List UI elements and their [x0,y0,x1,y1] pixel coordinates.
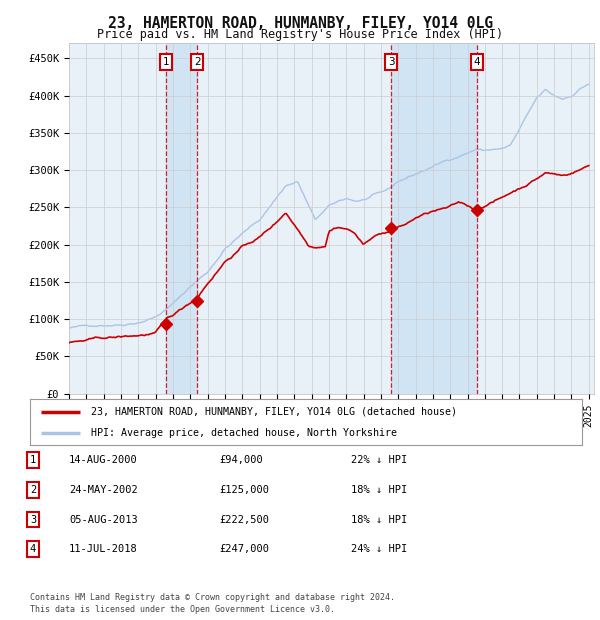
Text: 4: 4 [30,544,36,554]
Text: £247,000: £247,000 [219,544,269,554]
Bar [166,43,197,394]
Text: 24-MAY-2002: 24-MAY-2002 [69,485,138,495]
Text: 2: 2 [194,57,200,67]
Bar [391,43,477,394]
Text: 3: 3 [30,515,36,525]
Text: HPI: Average price, detached house, North Yorkshire: HPI: Average price, detached house, Nort… [91,428,397,438]
Text: 1: 1 [30,455,36,465]
Text: Price paid vs. HM Land Registry's House Price Index (HPI): Price paid vs. HM Land Registry's House … [97,28,503,41]
Text: 11-JUL-2018: 11-JUL-2018 [69,544,138,554]
Text: 24% ↓ HPI: 24% ↓ HPI [351,544,407,554]
Text: 14-AUG-2000: 14-AUG-2000 [69,455,138,465]
Text: 22% ↓ HPI: 22% ↓ HPI [351,455,407,465]
Text: £222,500: £222,500 [219,515,269,525]
Text: 18% ↓ HPI: 18% ↓ HPI [351,485,407,495]
Text: 2: 2 [30,485,36,495]
Text: 18% ↓ HPI: 18% ↓ HPI [351,515,407,525]
Text: 1: 1 [163,57,170,67]
Text: £94,000: £94,000 [219,455,263,465]
Text: 3: 3 [388,57,395,67]
Text: £125,000: £125,000 [219,485,269,495]
Text: 23, HAMERTON ROAD, HUNMANBY, FILEY, YO14 0LG (detached house): 23, HAMERTON ROAD, HUNMANBY, FILEY, YO14… [91,407,457,417]
Text: 23, HAMERTON ROAD, HUNMANBY, FILEY, YO14 0LG: 23, HAMERTON ROAD, HUNMANBY, FILEY, YO14… [107,16,493,31]
Text: 4: 4 [473,57,480,67]
Text: 05-AUG-2013: 05-AUG-2013 [69,515,138,525]
Text: Contains HM Land Registry data © Crown copyright and database right 2024.
This d: Contains HM Land Registry data © Crown c… [30,593,395,614]
